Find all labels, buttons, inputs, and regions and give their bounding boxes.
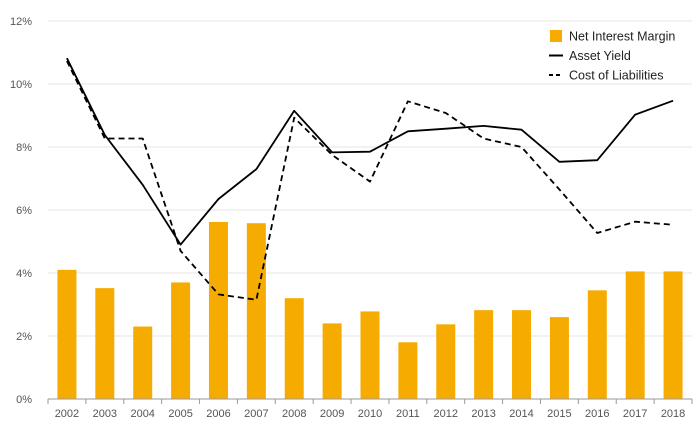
bar-net-interest-margin [398, 342, 418, 399]
legend-swatch-net-interest-margin [550, 30, 562, 42]
x-tick-label: 2006 [206, 408, 230, 420]
x-tick-label: 2015 [547, 408, 571, 420]
bar-series-net-interest-margin [57, 221, 683, 399]
gridlines [48, 20, 692, 337]
line-cost-of-liabilities [66, 60, 674, 301]
bar-net-interest-margin [322, 323, 342, 399]
x-tick-label: 2012 [434, 408, 458, 420]
line-series-layer [66, 57, 674, 301]
axes: 0% 2% 4% 6% 8% 10% 12% 2002 2003 2004 2005 2006 2007… [10, 16, 693, 420]
x-tick-label: 2008 [282, 408, 306, 420]
bar-net-interest-margin [246, 223, 266, 399]
x-tick-label: 2016 [585, 408, 609, 420]
bar-net-interest-margin [360, 311, 380, 399]
legend-label-net-interest-margin: Net Interest Margin [569, 30, 675, 44]
x-tick-label: 2011 [396, 408, 420, 420]
bar-net-interest-margin [57, 269, 77, 399]
bar-net-interest-margin [587, 290, 607, 399]
bar-net-interest-margin [512, 310, 532, 399]
bar-net-interest-margin [625, 271, 645, 399]
bar-net-interest-margin [171, 282, 191, 399]
line-asset-yield [66, 57, 674, 246]
legend-label-asset-yield: Asset Yield [569, 49, 631, 63]
legend: Net Interest Margin Asset Yield Cost of Li… [549, 30, 675, 83]
y-tick-label: 4% [16, 268, 32, 280]
x-tick-label: 2009 [320, 408, 344, 420]
x-tick-label: 2013 [471, 408, 495, 420]
bar-net-interest-margin [549, 317, 569, 399]
x-tick-label: 2007 [244, 408, 268, 420]
y-tick-label: 12% [10, 16, 32, 28]
x-tick-label: 2002 [55, 408, 79, 420]
bar-net-interest-margin [95, 288, 115, 399]
x-tick-label: 2014 [509, 408, 533, 420]
x-tick-label: 2017 [623, 408, 647, 420]
x-tick-label: 2010 [358, 408, 382, 420]
bar-net-interest-margin [284, 298, 304, 399]
bar-net-interest-margin [133, 326, 153, 399]
bar-net-interest-margin [436, 324, 456, 399]
x-tick-label: 2018 [661, 408, 685, 420]
y-tick-label: 8% [16, 142, 32, 154]
y-tick-label: 2% [16, 331, 32, 343]
y-tick-label: 0% [16, 394, 32, 406]
legend-label-cost-of-liabilities: Cost of Liabilities [569, 69, 664, 83]
x-tick-label: 2005 [168, 408, 192, 420]
x-tick-label: 2003 [93, 408, 117, 420]
y-tick-label: 10% [10, 79, 32, 91]
y-tick-label: 6% [16, 205, 32, 217]
bar-net-interest-margin [663, 271, 683, 399]
bar-net-interest-margin [474, 310, 494, 399]
bar-net-interest-margin [208, 221, 228, 399]
x-tick-label: 2004 [130, 408, 154, 420]
